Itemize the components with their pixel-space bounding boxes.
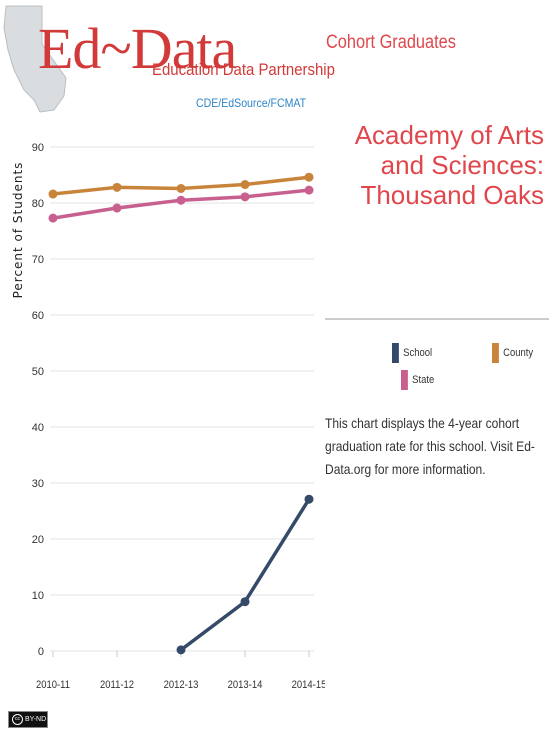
- data-point: [304, 172, 314, 182]
- data-point: [304, 494, 314, 504]
- series-line: [179, 498, 311, 652]
- data-point: [304, 185, 314, 195]
- x-axis-ticks: 2010-11 2011-12 2012-13 2013-14 2014-15: [36, 651, 325, 691]
- series-county: [48, 172, 314, 199]
- legend-swatch: [392, 343, 399, 363]
- y-tick-label: 50: [32, 366, 44, 378]
- legend-swatch: [401, 370, 408, 390]
- y-tick-label: 70: [32, 254, 44, 266]
- y-axis-title: Percent of Students: [11, 162, 25, 299]
- y-tick-label: 10: [32, 590, 44, 602]
- data-point: [48, 213, 58, 223]
- legend-label: State: [412, 374, 435, 386]
- x-tick-label: 2013-14: [228, 679, 263, 691]
- y-tick-label: 20: [32, 534, 44, 546]
- school-name: Academy of Arts and Sciences: Thousand O…: [326, 120, 544, 210]
- legend-item-state[interactable]: State: [401, 370, 434, 390]
- y-tick-label: 30: [32, 478, 44, 490]
- graduation-line-chart: 0 10 20 30 40 50 60 70 80 90 2010-11 2011-12 2012-1…: [11, 142, 325, 691]
- series-school: [176, 494, 314, 655]
- data-point: [176, 195, 186, 205]
- data-point: [176, 183, 186, 193]
- chart-title: Cohort Graduates: [326, 32, 456, 53]
- logo-subtitle: Education Data Partnership: [152, 60, 335, 79]
- california-map-icon: [3, 5, 67, 113]
- chart-description: This chart displays the 4-year cohort gr…: [325, 415, 535, 477]
- x-tick-label: 2010-11: [36, 679, 70, 691]
- y-axis-ticks: 0 10 20 30 40 50 60 70 80 90: [32, 142, 44, 658]
- school-name-line: Thousand Oaks: [360, 180, 544, 210]
- data-point: [240, 180, 250, 190]
- cc-icon: cc: [12, 713, 23, 725]
- legend-swatch: [492, 343, 499, 363]
- ed-data-logo[interactable]: Ed~Data Education Data Partnership CDE/E…: [0, 0, 335, 125]
- x-tick-label: 2014-15: [292, 679, 325, 691]
- divider: [325, 318, 549, 320]
- grid-lines: [50, 146, 314, 652]
- series-layer: [48, 172, 314, 655]
- data-point: [176, 645, 186, 655]
- logo-wordmark: Ed~Data: [38, 16, 237, 81]
- legend-label: School: [403, 347, 433, 359]
- cc-license-badge[interactable]: cc BY-ND: [8, 711, 48, 728]
- license-label: BY-ND: [25, 716, 47, 723]
- logo-tagline: CDE/EdSource/FCMAT: [196, 96, 307, 110]
- series-state: [48, 185, 314, 223]
- x-tick-label: 2011-12: [100, 679, 134, 691]
- data-point: [240, 597, 250, 607]
- data-point: [112, 203, 122, 213]
- school-name-line: and Sciences:: [380, 150, 544, 180]
- legend-item-county[interactable]: County: [492, 343, 533, 363]
- data-point: [112, 182, 122, 192]
- legend-item-school[interactable]: School: [392, 343, 432, 363]
- y-tick-label: 80: [32, 198, 44, 210]
- school-name-line: Academy of Arts: [354, 120, 544, 150]
- data-point: [48, 189, 58, 199]
- legend-label: County: [503, 347, 534, 359]
- data-point: [240, 192, 250, 202]
- x-tick-label: 2012-13: [164, 679, 199, 691]
- y-tick-label: 90: [32, 142, 44, 154]
- y-tick-label: 60: [32, 310, 44, 322]
- y-tick-label: 0: [38, 646, 44, 658]
- y-tick-label: 40: [32, 422, 44, 434]
